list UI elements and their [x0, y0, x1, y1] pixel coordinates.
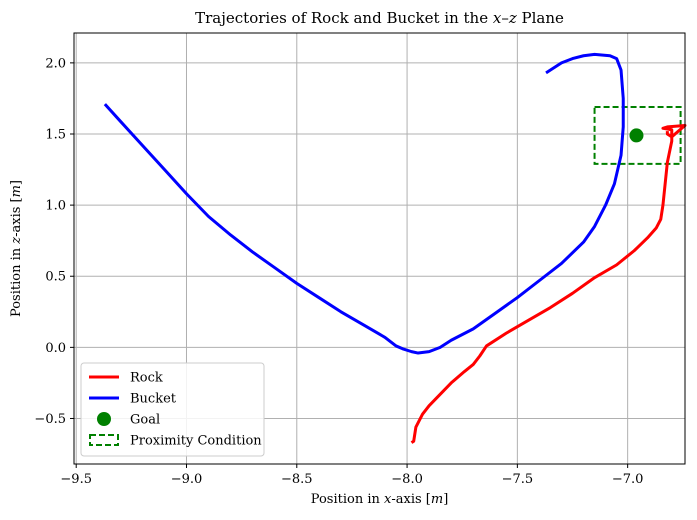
y-axis-label: Position in z-axis [m] — [9, 180, 24, 317]
y-tick-label: 0.5 — [45, 270, 66, 285]
y-tick-label: 2.0 — [45, 56, 66, 71]
tick-layer: −9.5 −9.0 −8.5 −8.0 −7.5 −7.0 −0.5 0.0 0.5 1.0 1.5… — [34, 56, 643, 487]
goal-marker — [629, 128, 644, 143]
x-tick-label: −8.0 — [391, 472, 423, 487]
goal-layer — [629, 128, 644, 143]
legend-goal-swatch — [97, 412, 111, 426]
legend-proximity-label: Proximity Condition — [130, 434, 262, 449]
legend-box — [80, 362, 265, 457]
y-tick-label: 1.0 — [45, 199, 66, 214]
y-tick-label: 0.0 — [45, 341, 66, 356]
proximity-condition-box — [593, 105, 682, 165]
legend-goal-label: Goal — [130, 413, 160, 428]
y-tick-label: 1.5 — [45, 127, 66, 142]
proximity-box-layer — [593, 105, 682, 165]
legend-rock-label: Rock — [130, 371, 163, 386]
x-tick-label: −8.5 — [281, 472, 313, 487]
x-tick-label: −7.5 — [502, 472, 534, 487]
rock-trajectory-line — [410, 123, 687, 444]
x-tick-label: −7.0 — [612, 472, 644, 487]
x-tick-label: −9.0 — [171, 472, 203, 487]
legend-bucket-label: Bucket — [130, 392, 177, 407]
plot-frame — [73, 32, 686, 465]
legend-proximity-swatch — [89, 434, 119, 446]
y-tick-label: −0.5 — [34, 412, 66, 427]
grid-lines — [74, 33, 685, 464]
bucket-trajectory-line — [103, 52, 625, 355]
series-layer — [103, 52, 687, 444]
x-tick-label: −9.5 — [60, 472, 92, 487]
chart-title: Trajectories of Rock and Bucket in the x… — [195, 9, 564, 27]
x-axis-label: Position in x-axis [m] — [311, 492, 449, 507]
legend: Rock Bucket Goal Proximity Condition — [80, 362, 265, 457]
